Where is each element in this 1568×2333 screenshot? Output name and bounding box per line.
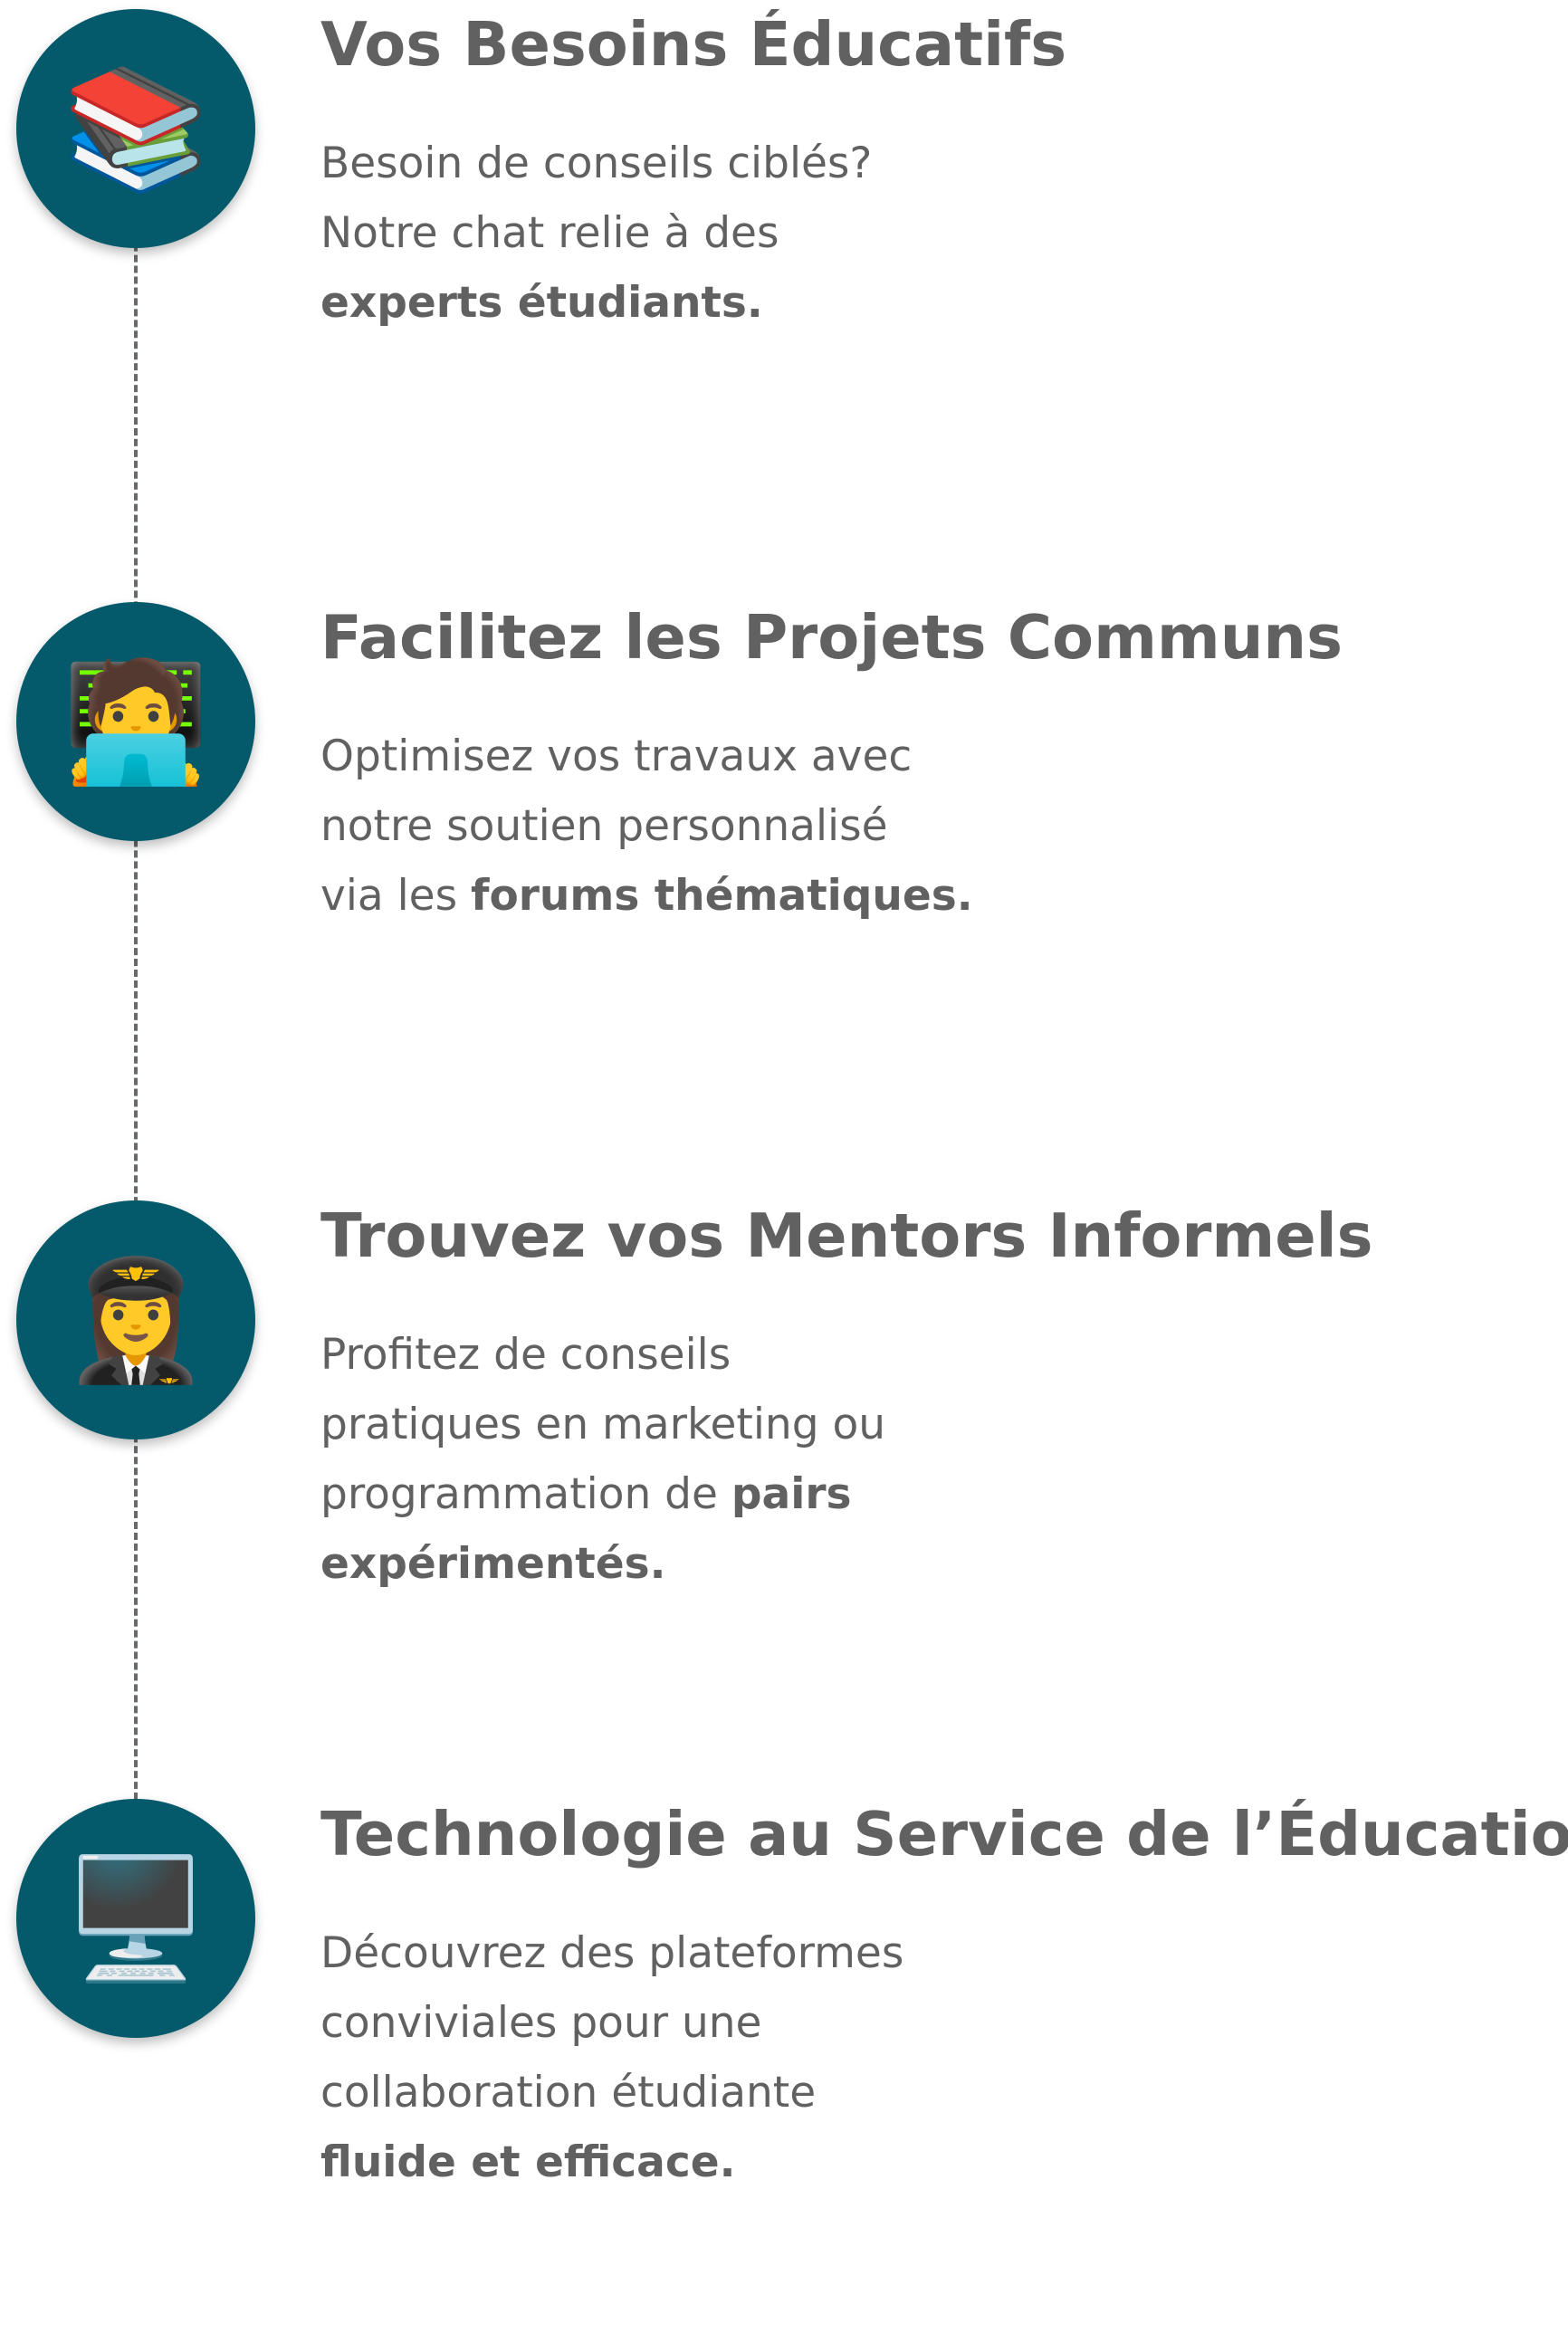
step-4-line-3: collaboration étudiante — [320, 2068, 817, 2118]
step-3-line-4: expérimentés. — [320, 1539, 666, 1589]
step-1-line-3: experts étudiants. — [320, 278, 763, 328]
step-1-description: Besoin de conseils ciblés? Notre chat re… — [320, 129, 1009, 338]
timeline-step-3: 👩‍✈️ Trouvez vos Mentors Informels Profi… — [0, 1191, 1568, 1735]
timeline-step-1: 📚 Vos Besoins Éducatifs Besoin de consei… — [0, 0, 1568, 543]
step-2-line-1: Optimisez vos travaux avec — [320, 731, 913, 781]
step-3-line-3: programmation de pairs — [320, 1469, 852, 1519]
step-1-line-1: Besoin de conseils ciblés? — [320, 139, 873, 188]
step-2-icon-circle: 🧑‍💻 — [16, 602, 255, 841]
step-4-line-1: Découvrez des plateformes — [320, 1928, 904, 1978]
step-3-line-1: Profitez de conseils — [320, 1330, 731, 1380]
step-1-line-2: Notre chat relie à des — [320, 208, 779, 258]
step-3-icon-circle: 👩‍✈️ — [16, 1200, 255, 1439]
step-2-line-3: via les forums thématiques. — [320, 871, 973, 921]
pilot-icon: 👩‍✈️ — [62, 1251, 209, 1389]
step-2-title: Facilitez les Projets Communs — [320, 602, 1343, 673]
timeline-step-2: 🧑‍💻 Facilitez les Projets Communs Optimi… — [0, 593, 1568, 1136]
step-4-line-4: fluide et efficace. — [320, 2137, 736, 2187]
step-3-title: Trouvez vos Mentors Informels — [320, 1200, 1373, 1271]
step-3-description: Profitez de conseils pratiques en market… — [320, 1320, 1009, 1599]
books-icon: 📚 — [62, 60, 209, 197]
step-1-title: Vos Besoins Éducatifs — [320, 9, 1067, 80]
timeline-step-4: 🖥️ Technologie au Service de l’Éducation… — [0, 1790, 1568, 2333]
desktop-computer-icon: 🖥️ — [62, 1850, 209, 1987]
technologist-icon: 🧑‍💻 — [62, 653, 209, 790]
step-4-line-2: conviviales pour une — [320, 1998, 762, 2048]
step-4-description: Découvrez des plateformes conviviales po… — [320, 1918, 1009, 2197]
step-3-line-2: pratiques en marketing ou — [320, 1400, 886, 1449]
step-4-icon-circle: 🖥️ — [16, 1799, 255, 2038]
step-2-line-2: notre soutien personnalisé — [320, 801, 888, 851]
timeline-dashed-line — [134, 136, 138, 1811]
step-2-description: Optimisez vos travaux avec notre soutien… — [320, 722, 1009, 931]
step-1-icon-circle: 📚 — [16, 9, 255, 248]
step-4-title: Technologie au Service de l’Éducation — [320, 1799, 1568, 1869]
